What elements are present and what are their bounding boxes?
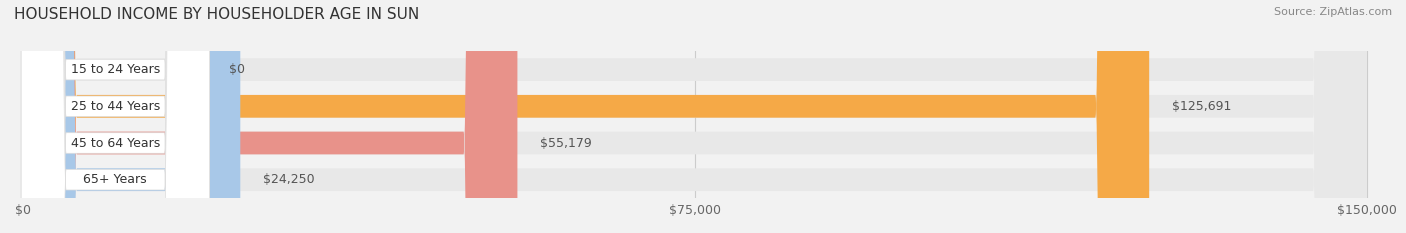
FancyBboxPatch shape: [22, 0, 1149, 233]
Text: $55,179: $55,179: [540, 137, 592, 150]
Text: 15 to 24 Years: 15 to 24 Years: [70, 63, 160, 76]
FancyBboxPatch shape: [22, 0, 1367, 233]
FancyBboxPatch shape: [21, 0, 209, 233]
Text: $125,691: $125,691: [1171, 100, 1232, 113]
FancyBboxPatch shape: [22, 0, 517, 233]
FancyBboxPatch shape: [22, 0, 240, 233]
Text: $0: $0: [229, 63, 245, 76]
FancyBboxPatch shape: [21, 0, 209, 233]
Text: Source: ZipAtlas.com: Source: ZipAtlas.com: [1274, 7, 1392, 17]
Text: $24,250: $24,250: [263, 173, 315, 186]
FancyBboxPatch shape: [22, 0, 1367, 233]
Text: HOUSEHOLD INCOME BY HOUSEHOLDER AGE IN SUN: HOUSEHOLD INCOME BY HOUSEHOLDER AGE IN S…: [14, 7, 419, 22]
Text: 45 to 64 Years: 45 to 64 Years: [70, 137, 160, 150]
FancyBboxPatch shape: [21, 0, 209, 233]
Text: 25 to 44 Years: 25 to 44 Years: [70, 100, 160, 113]
Text: 65+ Years: 65+ Years: [83, 173, 148, 186]
FancyBboxPatch shape: [22, 0, 1367, 233]
FancyBboxPatch shape: [21, 0, 209, 233]
FancyBboxPatch shape: [22, 0, 1367, 233]
